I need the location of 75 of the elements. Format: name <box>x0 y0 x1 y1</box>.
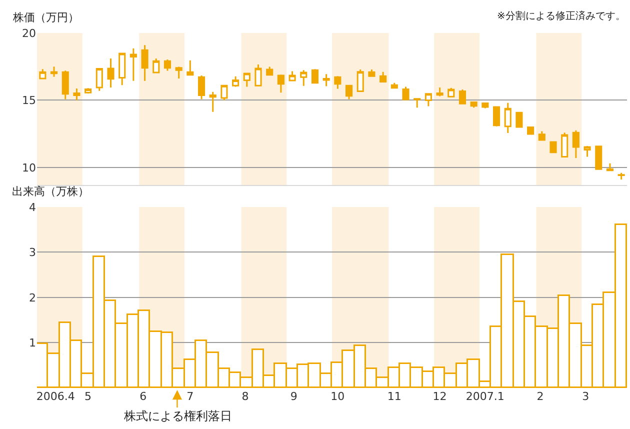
x-tick-label: 2 <box>536 390 544 403</box>
candlestick <box>482 102 489 110</box>
candlestick <box>164 58 172 72</box>
candlestick <box>73 88 80 101</box>
text: ※分割による修正済みです。 <box>497 10 626 22</box>
candlestick <box>130 48 137 82</box>
candlestick <box>175 66 182 80</box>
x-tick-label: 8 <box>242 390 249 403</box>
candlestick <box>96 67 103 92</box>
x-tick-label: 7 <box>186 390 194 403</box>
annotation: 株式による権利落日 <box>123 409 232 423</box>
y-tick-label: 4 <box>29 200 36 214</box>
candlestick <box>300 69 308 87</box>
candlestick <box>368 68 376 77</box>
y-tick-label: 10 <box>22 161 36 174</box>
candlestick <box>220 84 228 101</box>
candlestick <box>334 75 342 90</box>
candlestick <box>492 106 500 128</box>
candlestick <box>345 84 353 100</box>
x-tick-label: 9 <box>290 390 298 403</box>
candlestick <box>254 64 262 86</box>
x-tick-label: 2006.4 <box>36 390 75 403</box>
candlestick <box>458 88 466 106</box>
candlestick <box>424 92 432 108</box>
candlestick <box>527 126 534 135</box>
candlestick <box>470 100 478 108</box>
candlestick <box>561 132 568 158</box>
candlestick <box>266 66 274 76</box>
candlestick <box>572 130 580 159</box>
x-tick-label: 5 <box>84 390 92 403</box>
x-tick-label: 10 <box>330 390 345 403</box>
y-tick-label: 3 <box>29 246 36 260</box>
candlestick <box>356 68 364 92</box>
candlestick <box>198 74 206 100</box>
candlestick <box>504 102 512 134</box>
y-axis-title: 株価（万円） <box>12 11 79 24</box>
candlestick <box>118 52 126 86</box>
candlestick <box>107 58 114 88</box>
candlestick <box>84 87 92 94</box>
y-tick-label: 1 <box>29 336 36 350</box>
x-tick-label: 6 <box>140 390 147 403</box>
candlestick <box>232 76 240 88</box>
candlestick <box>39 68 46 80</box>
x-tick-label: 12 <box>432 390 447 403</box>
candlestick <box>380 71 387 83</box>
x-tick-label: 2007.1 <box>466 390 504 403</box>
candlestick <box>436 86 444 97</box>
candlestick <box>414 98 421 108</box>
candlestick <box>538 130 546 141</box>
y-tick-label: 15 <box>22 94 36 108</box>
candlestick <box>50 66 58 78</box>
candlestick <box>516 112 523 128</box>
candlestick <box>152 58 160 74</box>
candlestick <box>277 74 284 94</box>
candlestick <box>288 70 296 82</box>
candlestick <box>606 162 614 172</box>
candlestick <box>595 145 602 170</box>
candlestick <box>243 72 250 88</box>
candlestick <box>584 145 591 158</box>
candlestick <box>209 91 216 113</box>
candlestick <box>448 87 455 98</box>
y-tick-label: 20 <box>22 26 36 40</box>
y-tick-label: 2 <box>29 291 36 304</box>
x-tick-label: 11 <box>387 390 402 403</box>
candlestick <box>618 172 625 180</box>
candlestick <box>390 82 398 89</box>
candlestick <box>186 60 194 76</box>
candlestick <box>141 44 148 82</box>
candlestick <box>402 86 410 100</box>
candlestick <box>550 141 557 154</box>
candlestick <box>311 68 319 84</box>
x-tick-label: 3 <box>582 390 590 403</box>
candlestick <box>322 73 330 87</box>
candlestick <box>62 70 69 100</box>
y-axis-title: 出来高（万株） <box>12 185 89 198</box>
